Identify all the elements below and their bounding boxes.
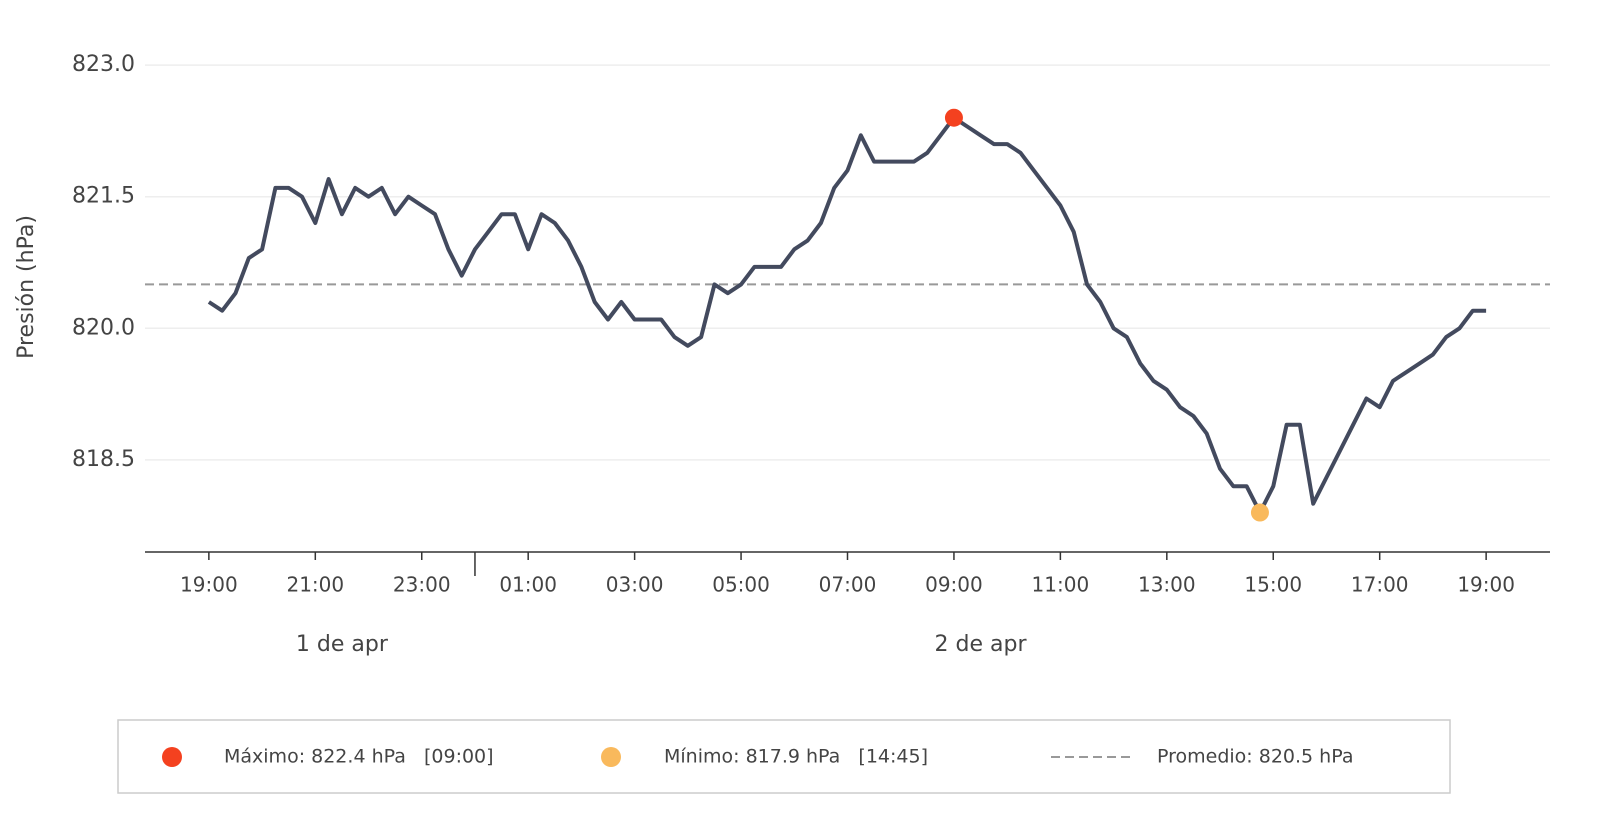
min-marker xyxy=(1250,503,1269,522)
legend-min-label: Mínimo: 817.9 hPa [14:45] xyxy=(664,746,928,768)
y-tick-label: 823.0 xyxy=(72,52,135,77)
x-tick-label: 23:00 xyxy=(393,573,451,597)
legend-mean-label: Promedio: 820.5 hPa xyxy=(1157,746,1353,768)
x-tick-label: 07:00 xyxy=(819,573,877,597)
x-tick-label: 09:00 xyxy=(925,573,983,597)
day-label: 1 de apr xyxy=(296,632,389,657)
x-tick-label: 19:00 xyxy=(1457,573,1515,597)
x-tick-label: 21:00 xyxy=(286,573,344,597)
x-tick-label: 15:00 xyxy=(1244,573,1302,597)
x-tick-label: 11:00 xyxy=(1032,573,1090,597)
day-label: 2 de apr xyxy=(935,632,1028,657)
x-tick-label: 03:00 xyxy=(606,573,664,597)
y-tick-label: 820.0 xyxy=(72,315,135,340)
pressure-line xyxy=(207,115,1487,515)
y-axis-label: Presión (hPa) xyxy=(14,215,39,359)
y-tick-label: 818.5 xyxy=(72,447,135,472)
x-tick-label: 17:00 xyxy=(1351,573,1409,597)
x-tick-label: 19:00 xyxy=(180,573,238,597)
legend-max-label: Máximo: 822.4 hPa [09:00] xyxy=(224,746,494,768)
x-tick-label: 01:00 xyxy=(499,573,557,597)
max-marker xyxy=(944,108,963,127)
legend-min-swatch xyxy=(601,747,621,767)
y-tick-label: 821.5 xyxy=(72,184,135,209)
legend-max-swatch xyxy=(162,747,182,767)
x-tick-label: 13:00 xyxy=(1138,573,1196,597)
x-tick-label: 05:00 xyxy=(712,573,770,597)
legend-box xyxy=(117,719,1451,794)
